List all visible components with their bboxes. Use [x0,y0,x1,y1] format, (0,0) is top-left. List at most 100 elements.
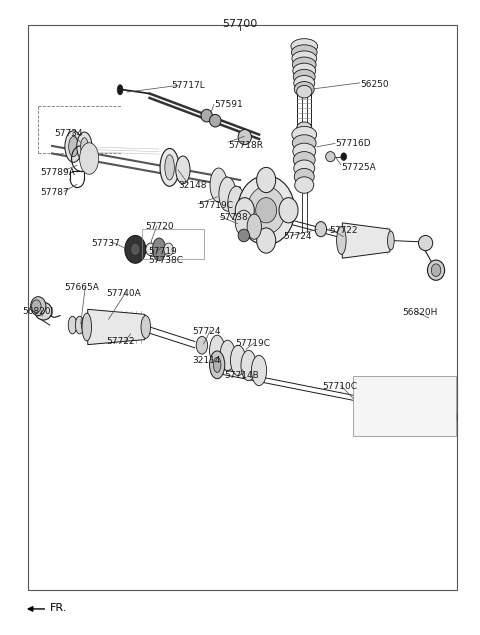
Text: 57738: 57738 [219,213,248,222]
Text: 57718R: 57718R [228,142,263,150]
Text: 56250: 56250 [360,79,388,89]
Text: 57734: 57734 [54,129,83,138]
Ellipse shape [77,132,92,161]
Ellipse shape [213,358,221,372]
Ellipse shape [432,264,441,276]
Ellipse shape [292,57,316,72]
Ellipse shape [201,109,213,122]
Ellipse shape [238,175,295,245]
Ellipse shape [294,81,314,97]
Text: 57719C: 57719C [198,201,233,210]
Text: 57789A: 57789A [40,168,75,177]
Ellipse shape [246,204,263,239]
Bar [28,25,456,590]
Ellipse shape [164,243,173,256]
Ellipse shape [210,351,225,378]
Text: 57737: 57737 [92,239,120,248]
Ellipse shape [219,177,236,211]
Ellipse shape [256,197,276,223]
Text: 57787: 57787 [40,188,69,197]
Text: 57716D: 57716D [335,139,371,148]
Ellipse shape [82,313,92,341]
Text: 57710C: 57710C [322,382,357,391]
Ellipse shape [341,153,347,161]
Ellipse shape [210,335,225,366]
Ellipse shape [69,137,78,157]
Ellipse shape [82,316,90,334]
Ellipse shape [238,130,252,145]
Bar [143,229,204,260]
Ellipse shape [75,316,84,334]
Text: 57720: 57720 [145,222,173,231]
Ellipse shape [297,122,312,135]
Ellipse shape [419,236,432,251]
Ellipse shape [80,143,99,174]
Ellipse shape [428,260,444,280]
Text: 57591: 57591 [214,100,242,109]
Text: 57738C: 57738C [149,257,184,265]
Ellipse shape [293,64,316,78]
Text: 57717L: 57717L [171,81,205,90]
Text: 57714B: 57714B [225,371,260,380]
Ellipse shape [196,337,208,354]
Text: 32148: 32148 [178,180,207,189]
Text: 57665A: 57665A [64,283,99,291]
Ellipse shape [153,238,166,261]
Text: 32114: 32114 [192,356,221,365]
Text: 57725A: 57725A [341,163,376,172]
Text: 56820J: 56820J [22,307,53,316]
Ellipse shape [125,236,146,264]
Ellipse shape [293,69,315,84]
Ellipse shape [141,316,151,338]
Ellipse shape [451,411,457,424]
Ellipse shape [336,227,346,255]
Text: 57700: 57700 [222,18,258,29]
Ellipse shape [293,143,316,159]
Text: 56820H: 56820H [402,308,437,317]
Text: 57740A: 57740A [106,289,141,298]
Ellipse shape [387,231,394,250]
Ellipse shape [325,152,335,162]
Ellipse shape [291,45,317,60]
Ellipse shape [294,76,315,91]
Text: 57719: 57719 [149,248,178,257]
Ellipse shape [291,39,318,54]
Ellipse shape [279,197,298,223]
Ellipse shape [165,155,174,180]
Ellipse shape [294,168,314,185]
Ellipse shape [230,345,246,375]
Ellipse shape [247,214,262,239]
Ellipse shape [241,351,256,380]
Ellipse shape [68,316,77,334]
Text: 57722: 57722 [106,337,134,346]
Text: 57724: 57724 [283,232,312,241]
Ellipse shape [257,168,276,192]
Bar [353,376,456,436]
Ellipse shape [293,152,315,168]
Ellipse shape [235,197,254,223]
Ellipse shape [247,186,285,234]
Ellipse shape [228,186,245,220]
Ellipse shape [210,114,221,127]
Ellipse shape [292,135,316,151]
Ellipse shape [65,131,82,163]
Text: FR.: FR. [49,603,67,613]
Ellipse shape [117,84,123,95]
Text: 57722: 57722 [329,226,358,235]
Ellipse shape [315,222,326,237]
Ellipse shape [131,243,140,256]
Text: 57719C: 57719C [235,340,270,349]
Ellipse shape [235,210,252,236]
Polygon shape [88,309,145,345]
Ellipse shape [238,229,250,242]
Ellipse shape [237,196,254,229]
Polygon shape [342,223,390,258]
Ellipse shape [294,160,315,177]
Ellipse shape [295,177,314,193]
Ellipse shape [252,356,267,385]
Ellipse shape [176,156,190,184]
Ellipse shape [31,297,46,316]
Ellipse shape [210,168,227,202]
Ellipse shape [220,340,235,370]
Ellipse shape [35,302,52,320]
